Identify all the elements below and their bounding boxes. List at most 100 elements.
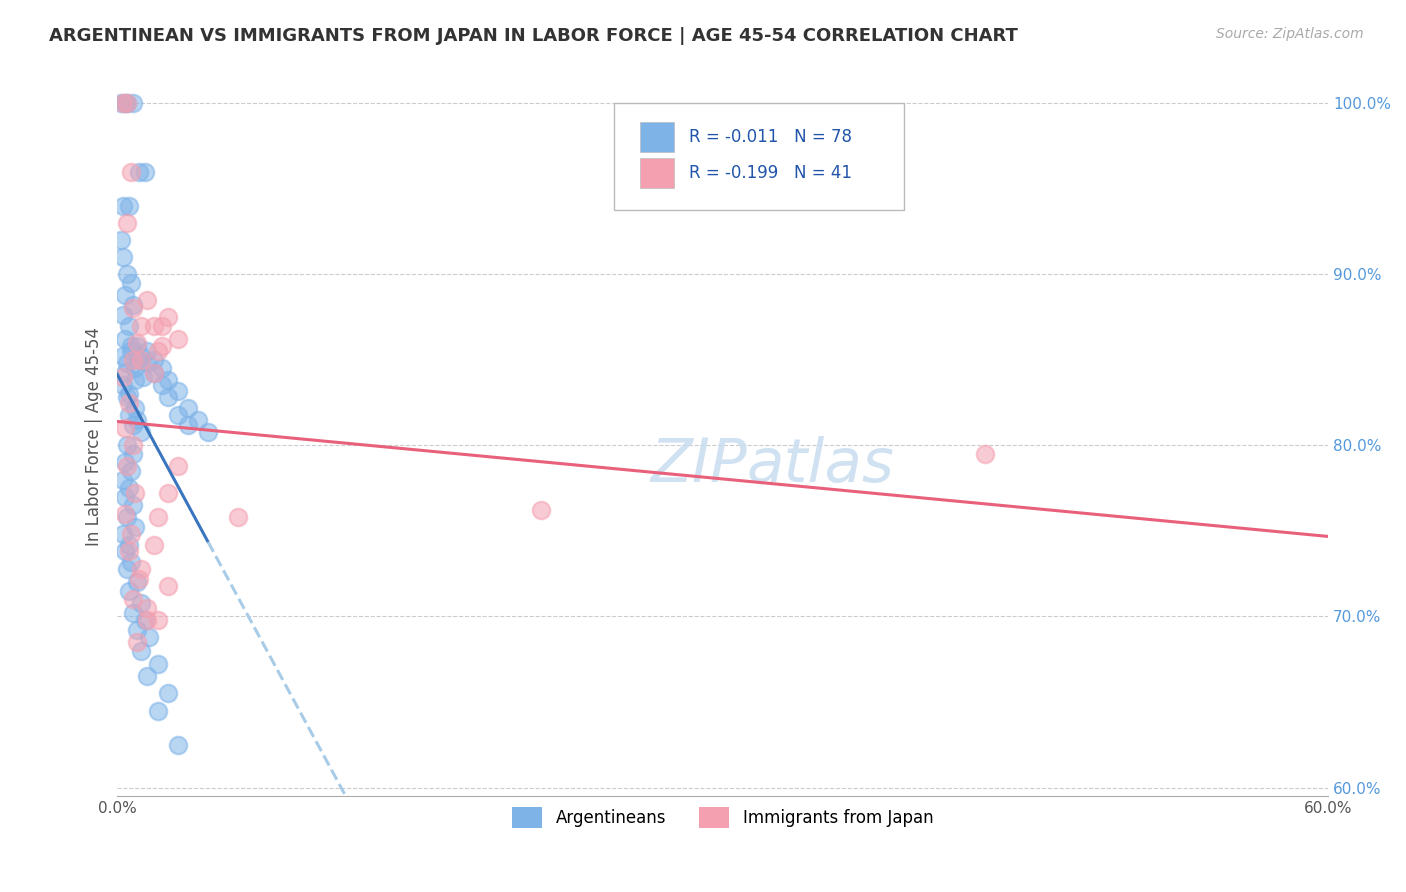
Point [117, 561, 139, 575]
Point [131, 596, 153, 610]
Point [127, 339, 149, 353]
Point [132, 370, 155, 384]
Point [127, 623, 149, 637]
Point [142, 537, 165, 551]
Point [114, 367, 136, 381]
Point [117, 391, 139, 405]
Point [156, 579, 179, 593]
Point [177, 417, 200, 432]
Point [112, 527, 135, 541]
Text: atlas: atlas [747, 436, 894, 495]
Point [114, 421, 136, 435]
Point [131, 352, 153, 367]
Point [114, 332, 136, 346]
Point [114, 490, 136, 504]
Point [138, 630, 160, 644]
Point [124, 486, 146, 500]
Point [118, 199, 141, 213]
Point [120, 339, 142, 353]
Point [117, 510, 139, 524]
Point [112, 370, 135, 384]
Point [112, 473, 135, 487]
Point [134, 164, 156, 178]
Text: ARGENTINEAN VS IMMIGRANTS FROM JAPAN IN LABOR FORCE | AGE 45-54 CORRELATION CHAR: ARGENTINEAN VS IMMIGRANTS FROM JAPAN IN … [49, 27, 1018, 45]
Point [156, 686, 179, 700]
Point [226, 510, 249, 524]
Point [117, 216, 139, 230]
Point [150, 318, 173, 333]
Point [131, 349, 153, 363]
Point [122, 301, 145, 316]
Point [166, 458, 188, 473]
Point [128, 352, 150, 367]
Point [128, 572, 150, 586]
Point [120, 344, 142, 359]
Text: Source: ZipAtlas.com: Source: ZipAtlas.com [1216, 27, 1364, 41]
Point [142, 352, 165, 367]
Point [122, 447, 145, 461]
Point [150, 361, 173, 376]
Point [127, 335, 149, 350]
Point [134, 613, 156, 627]
Point [122, 606, 145, 620]
Point [166, 408, 188, 422]
Point [131, 425, 153, 439]
Point [112, 378, 135, 392]
Point [156, 310, 179, 324]
Point [166, 332, 188, 346]
Point [146, 510, 169, 524]
Point [112, 199, 135, 213]
Point [118, 537, 141, 551]
FancyBboxPatch shape [613, 103, 904, 211]
Point [117, 438, 139, 452]
Point [117, 96, 139, 111]
Point [120, 555, 142, 569]
Point [117, 458, 139, 473]
Point [122, 438, 145, 452]
Point [127, 412, 149, 426]
Point [136, 600, 159, 615]
Point [156, 391, 179, 405]
Point [124, 373, 146, 387]
Point [114, 287, 136, 301]
Point [110, 96, 132, 111]
Point [122, 592, 145, 607]
Point [166, 738, 188, 752]
Point [150, 378, 173, 392]
Point [114, 96, 136, 111]
Point [124, 401, 146, 415]
Point [118, 544, 141, 558]
Point [124, 361, 146, 376]
Point [118, 481, 141, 495]
Point [110, 233, 132, 247]
Point [122, 498, 145, 512]
Point [118, 408, 141, 422]
Point [122, 96, 145, 111]
Point [120, 164, 142, 178]
Point [136, 293, 159, 307]
Point [197, 425, 219, 439]
Point [120, 276, 142, 290]
Point [150, 339, 173, 353]
Point [128, 164, 150, 178]
Point [156, 373, 179, 387]
Point [117, 267, 139, 281]
Point [114, 455, 136, 469]
Legend: Argentineans, Immigrants from Japan: Argentineans, Immigrants from Japan [505, 801, 939, 835]
Point [120, 527, 142, 541]
Point [156, 486, 179, 500]
Point [112, 349, 135, 363]
Point [118, 583, 141, 598]
Point [146, 613, 169, 627]
Point [142, 367, 165, 381]
Point [112, 96, 135, 111]
Y-axis label: In Labor Force | Age 45-54: In Labor Force | Age 45-54 [86, 327, 103, 546]
Point [122, 298, 145, 312]
Point [114, 507, 136, 521]
Point [146, 344, 169, 359]
Bar [640, 158, 675, 188]
Point [187, 412, 209, 426]
Point [117, 356, 139, 370]
Point [122, 352, 145, 367]
Point [131, 561, 153, 575]
